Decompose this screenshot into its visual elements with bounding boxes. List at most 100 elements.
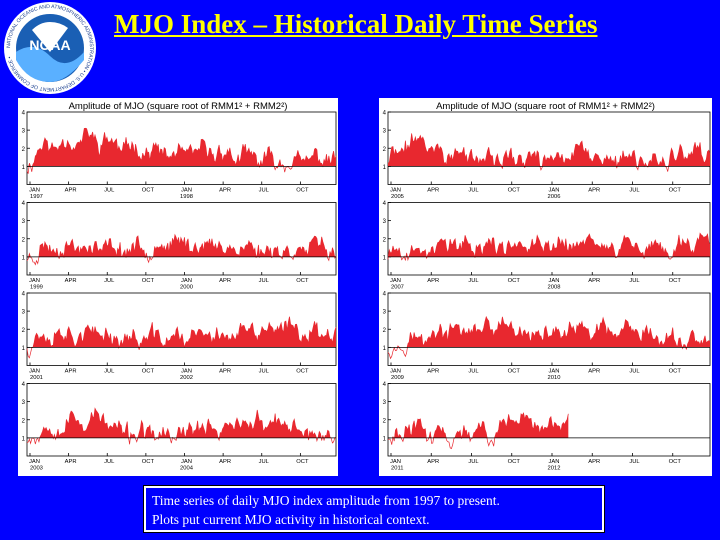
x-tick-label: APR [65,369,77,375]
y-tick-label: 2 [22,328,26,334]
x-tick-label: JAN [181,188,192,194]
x-tick-label: OCT [142,459,155,465]
amplitude-area [388,413,569,438]
y-tick-label: 2 [383,147,387,153]
y-tick-label: 2 [383,418,387,424]
x-tick-label: OCT [296,369,309,375]
amplitude-line [387,232,711,262]
x-tick-label: JUL [259,459,270,465]
x-tick-label: JUL [259,278,270,284]
x-tick-label: JAN [29,459,40,465]
x-tick-label: JAN [181,369,192,375]
x-tick-label: JUL [468,188,479,194]
x-tick-label: APR [588,188,600,194]
year-label: 1999 [30,285,43,291]
x-tick-label: APR [219,188,231,194]
plot-frame [387,202,711,276]
x-tick-label: JAN [390,459,401,465]
amplitude-line [26,127,337,174]
x-tick-label: APR [427,188,439,194]
y-tick-label: 3 [22,129,26,135]
x-tick-label: JAN [181,459,192,465]
y-tick-label: 2 [22,147,26,153]
x-tick-label: APR [588,278,600,284]
y-tick-label: 1 [383,436,387,442]
chart-row: 1 2 3 4 JAN APR JUL OCT JAN APR JUL OCT 2005 2006 [383,111,711,200]
x-tick-label: JUL [104,459,115,465]
x-tick-label: OCT [142,188,155,194]
page-title: MJO Index – Historical Daily Time Series [114,9,598,39]
amplitude-area [388,316,710,348]
x-tick-label: JAN [29,188,40,194]
y-tick-label: 2 [383,328,387,334]
year-label: 2005 [391,194,404,200]
year-label: 2009 [391,375,404,381]
x-tick-label: OCT [296,278,309,284]
y-tick-label: 3 [383,310,387,316]
chart-row: 1 2 3 4 JAN APR JUL OCT JAN APR JUL OCT 2001 2002 [22,292,337,381]
x-tick-label: JUL [629,459,640,465]
noaa-logo: NOAA NATIONAL OCEANIC AND ATMOSPHERIC AD… [2,0,98,96]
x-tick-label: JAN [29,278,40,284]
year-label: 2012 [548,466,561,472]
x-tick-label: OCT [508,188,521,194]
chart-row: 1 2 3 4 JAN APR JUL OCT JAN APR JUL OCT 1997 1998 [22,111,337,200]
x-tick-label: JUL [104,188,115,194]
x-tick-label: OCT [669,188,682,194]
x-tick-label: APR [219,459,231,465]
x-tick-label: APR [427,369,439,375]
amplitude-line [387,315,711,360]
y-tick-label: 3 [22,219,26,225]
x-tick-label: APR [219,278,231,284]
year-label: 2008 [548,285,561,291]
x-tick-label: OCT [669,278,682,284]
year-label: 2010 [548,375,561,381]
y-tick-label: 4 [22,201,26,207]
amplitude-area [388,233,710,257]
plot-frame [387,292,711,366]
x-tick-label: JUL [468,278,479,284]
x-tick-label: JUL [468,369,479,375]
year-label: 2000 [180,285,193,291]
x-tick-label: JAN [390,188,401,194]
x-tick-label: JAN [390,278,401,284]
x-tick-label: APR [588,459,600,465]
x-tick-label: OCT [508,369,521,375]
chart-row: 1 2 3 4 JAN APR JUL OCT JAN APR JUL OCT 2011 2012 [383,382,711,472]
x-tick-label: OCT [669,459,682,465]
y-tick-label: 1 [383,165,387,171]
y-tick-label: 3 [22,400,26,406]
x-tick-label: JUL [468,459,479,465]
y-tick-label: 4 [383,382,387,388]
chart-row: 1 2 3 4 JAN APR JUL OCT JAN APR JUL OCT 1999 2000 [22,201,337,291]
x-tick-label: JUL [629,188,640,194]
year-label: 2006 [548,194,561,200]
year-label: 2011 [391,466,403,472]
amplitude-line [26,407,337,445]
y-tick-label: 2 [22,418,26,424]
year-label: 2002 [180,375,193,381]
amplitude-area [388,133,710,167]
caption-box: Time series of daily MJO index amplitude… [143,485,605,533]
y-tick-label: 4 [383,111,387,117]
y-tick-label: 1 [383,346,387,352]
y-tick-label: 4 [22,382,26,388]
x-tick-label: JAN [549,369,560,375]
x-tick-label: OCT [142,278,155,284]
chart-title: Amplitude of MJO (square root of RMM1² +… [436,101,655,112]
y-tick-label: 3 [22,310,26,316]
x-tick-label: OCT [296,459,309,465]
chart-panel-left: Amplitude of MJO (square root of RMM1² +… [18,98,338,476]
chart-row: 1 2 3 4 JAN APR JUL OCT JAN APR JUL OCT 2009 2010 [383,292,711,381]
x-tick-label: JAN [390,369,401,375]
y-tick-label: 1 [22,346,26,352]
logo-text: NOAA [29,37,70,53]
x-tick-label: OCT [508,278,521,284]
x-tick-label: JAN [549,459,560,465]
year-label: 2003 [30,466,43,472]
y-tick-label: 1 [383,255,387,261]
x-tick-label: JUL [259,369,270,375]
x-tick-label: APR [65,278,77,284]
amplitude-line [26,316,337,359]
mjo-chart-right: Amplitude of MJO (square root of RMM1² +… [383,101,711,472]
